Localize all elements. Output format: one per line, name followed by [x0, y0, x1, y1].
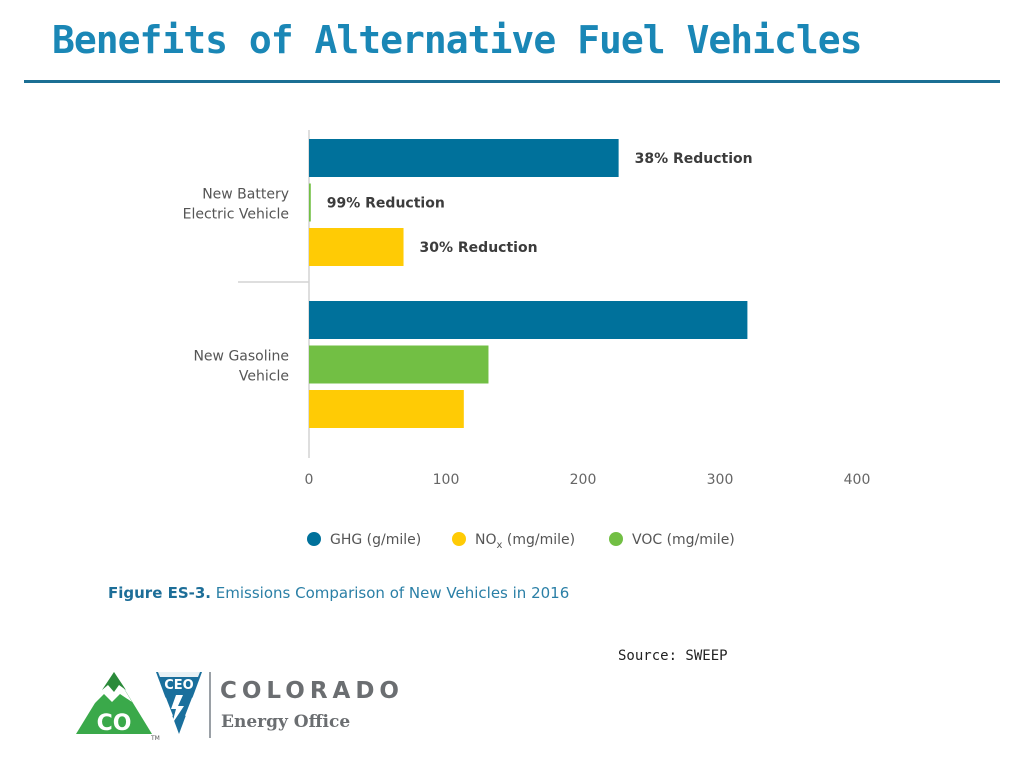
ceo-shield-icon: CEO	[156, 672, 202, 734]
org-unit: Energy Office	[221, 712, 351, 732]
title-divider	[24, 80, 1000, 83]
bar-new-gasoline-vehicle-ghg-g-mile	[309, 301, 748, 339]
co-badge-text: CO	[97, 711, 132, 736]
bar-new-battery-electric-vehicle-ghg-g-mile	[309, 139, 619, 177]
x-tick-label: 200	[570, 472, 597, 488]
legend-label: NOx (mg/mile)	[475, 532, 575, 551]
source-note: Source: SWEEP	[618, 648, 728, 664]
legend-label: VOC (mg/mile)	[632, 532, 735, 548]
bar-new-gasoline-vehicle-voc-mg-mile	[309, 345, 489, 384]
bar-new-battery-electric-vehicle-nox-mg-mile	[309, 228, 404, 266]
emissions-chart: New Battery Electric Vehicle New Gasoline V…	[183, 130, 871, 551]
bar-annotation: 99% Reduction	[327, 196, 445, 212]
category-label: Vehicle	[239, 369, 289, 385]
org-name: COLORADO	[220, 678, 404, 704]
co-mountain-icon: CO	[76, 672, 152, 736]
category-label: New Battery	[202, 187, 289, 203]
x-tick-label: 300	[707, 472, 734, 488]
trademark-mark: TM	[150, 735, 160, 742]
figure-caption-text: Emissions Comparison of New Vehicles in …	[215, 584, 570, 602]
ceo-badge-text: CEO	[164, 678, 193, 693]
legend-label: GHG (g/mile)	[330, 532, 421, 548]
colorado-energy-office-logo: CO CEO TM	[76, 672, 202, 742]
bar-new-gasoline-vehicle-nox-mg-mile	[309, 390, 464, 428]
x-tick-label: 100	[433, 472, 460, 488]
page-title: Benefits of Alternative Fuel Vehicles	[52, 18, 862, 62]
figure-number: Figure ES-3.	[108, 584, 212, 602]
legend-marker-nox-mg-mile	[452, 532, 466, 546]
x-tick-label: 0	[305, 472, 314, 488]
legend-marker-voc-mg-mile	[609, 532, 623, 546]
logo-divider	[209, 672, 211, 738]
category-label: New Gasoline	[193, 349, 289, 365]
bar-annotation: 38% Reduction	[635, 151, 753, 167]
bar-new-battery-electric-vehicle-voc-mg-mile	[309, 183, 311, 222]
legend-marker-ghg-g-mile	[307, 532, 321, 546]
x-tick-label: 400	[844, 472, 871, 488]
category-label: Electric Vehicle	[183, 207, 289, 223]
figure-caption: Figure ES-3. Emissions Comparison of New…	[108, 584, 569, 602]
bar-annotation: 30% Reduction	[420, 240, 538, 256]
